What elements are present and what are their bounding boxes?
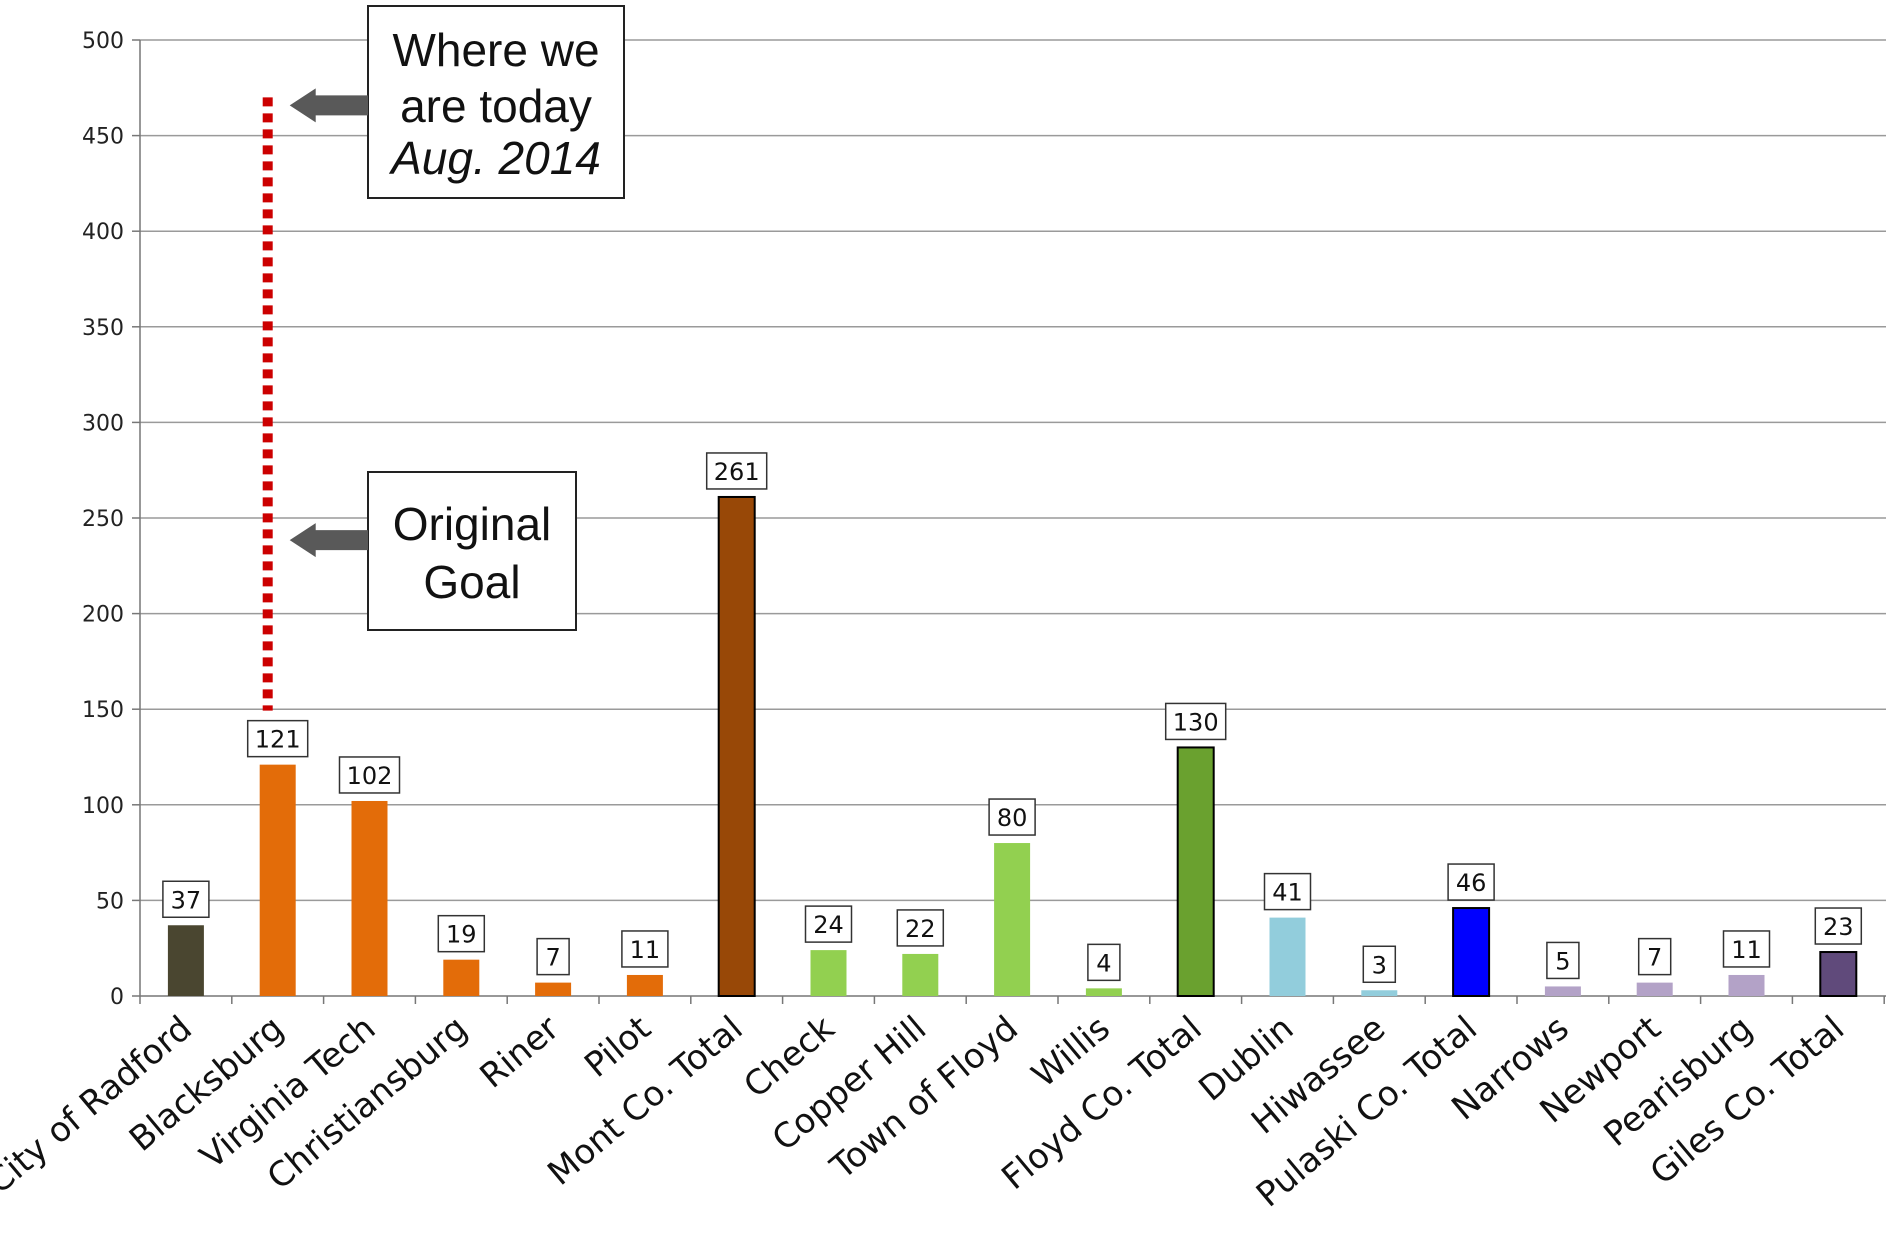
y-tick-label: 150 <box>82 698 124 723</box>
bar <box>1085 988 1122 996</box>
data-label-box <box>1164 702 1227 741</box>
data-label: 7 <box>545 944 560 972</box>
data-label: 11 <box>630 936 661 964</box>
data-label: 80 <box>997 804 1028 832</box>
bar <box>1636 982 1673 996</box>
y-tick-label: 200 <box>82 603 124 628</box>
data-label-box <box>437 914 486 953</box>
data-label-box <box>1447 863 1495 901</box>
goal-callout-line1: Original <box>393 498 552 550</box>
goal-callout-line2: Goal <box>423 556 520 608</box>
data-label-box <box>1637 937 1672 976</box>
bar <box>259 764 296 996</box>
data-label-box <box>988 798 1036 836</box>
data-label-box <box>1546 941 1580 980</box>
data-label: 46 <box>1456 869 1487 897</box>
bar <box>1728 974 1765 996</box>
data-labels: 37 121 102 19 7 11 261 24 22 80 4 130 41 3 46 5 7 11 23 <box>162 452 1863 984</box>
data-label: 11 <box>1731 936 1762 964</box>
bar <box>1544 986 1581 996</box>
data-label-box <box>804 905 853 943</box>
data-label: 22 <box>905 915 936 943</box>
data-label: 261 <box>714 458 760 486</box>
y-tick-label: 400 <box>82 220 124 245</box>
goal-callout: Original Goal <box>289 471 577 631</box>
bar <box>626 974 663 996</box>
data-label-box <box>1814 907 1863 945</box>
data-label-box <box>338 756 401 794</box>
category-label: Riner <box>473 1008 567 1096</box>
data-label: 121 <box>255 726 301 754</box>
data-label: 37 <box>171 886 202 914</box>
bar <box>1452 907 1491 997</box>
data-label-box <box>536 937 570 976</box>
data-label: 19 <box>446 921 477 949</box>
y-tick-label: 250 <box>82 507 124 532</box>
data-label-box <box>246 719 309 758</box>
bar <box>1176 746 1215 997</box>
bar <box>535 982 572 996</box>
goal-arrow-icon <box>289 523 368 558</box>
y-tick-label: 500 <box>82 29 124 54</box>
y-tick-label: 300 <box>82 411 124 436</box>
y-tick-label: 350 <box>82 316 124 341</box>
today-callout-box <box>367 5 625 199</box>
today-callout-line1: Where we <box>392 24 599 76</box>
data-label: 130 <box>1173 708 1219 736</box>
bars <box>167 495 1858 997</box>
today-callout-date: Aug. 2014 <box>388 132 601 184</box>
bar <box>1269 917 1306 996</box>
axes: 0 50 100 150 200 250 300 350 400 450 500 <box>82 29 1886 1010</box>
bar <box>902 953 939 996</box>
y-tick-label: 450 <box>82 125 124 150</box>
today-arrow-icon <box>289 88 368 123</box>
y-tick-label: 0 <box>110 985 124 1010</box>
data-label: 4 <box>1096 949 1111 977</box>
annotations: Where we are today Aug. 2014 Original Go… <box>262 5 625 711</box>
y-tick-label: 100 <box>82 794 124 819</box>
data-label-box <box>621 930 669 968</box>
data-label: 23 <box>1823 913 1854 941</box>
data-label: 5 <box>1555 947 1570 975</box>
bar <box>994 843 1031 996</box>
data-label-box <box>705 452 768 490</box>
bar <box>167 925 204 996</box>
y-tick-label: 50 <box>96 889 124 914</box>
bar <box>1819 951 1858 997</box>
today-callout-line2: are today <box>400 80 592 132</box>
goal-callout-box <box>367 471 577 631</box>
data-label: 24 <box>813 911 844 939</box>
data-label-box <box>1362 945 1397 984</box>
bar <box>717 495 756 997</box>
bar <box>810 950 847 996</box>
data-label: 41 <box>1272 879 1303 907</box>
data-label-box <box>1722 930 1771 968</box>
data-label-box <box>1263 872 1312 911</box>
today-callout: Where we are today Aug. 2014 <box>289 5 625 199</box>
data-label-box <box>896 909 945 947</box>
bar <box>351 800 388 996</box>
data-label: 102 <box>347 762 393 790</box>
data-label-box <box>1087 943 1121 982</box>
bar <box>443 959 480 996</box>
data-label: 7 <box>1647 944 1662 972</box>
data-label-box <box>162 880 210 919</box>
bar <box>1361 990 1398 996</box>
data-label: 3 <box>1372 951 1387 979</box>
